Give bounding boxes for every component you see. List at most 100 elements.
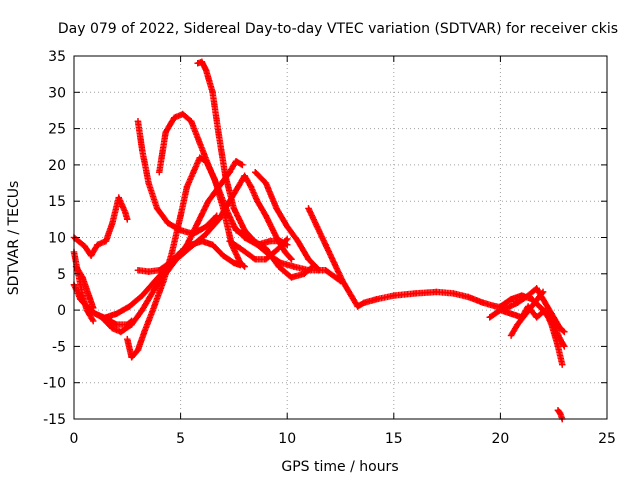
x-tick-label: 10	[278, 431, 296, 447]
data-point	[465, 293, 472, 301]
data-point	[284, 223, 291, 230]
data-point	[514, 321, 521, 328]
data-point	[177, 248, 184, 256]
data-point	[533, 285, 540, 292]
data-point	[124, 335, 131, 343]
data-point	[241, 172, 248, 179]
data-point	[109, 325, 116, 332]
data-point	[81, 243, 88, 250]
data-point	[213, 212, 221, 219]
data-point	[79, 274, 86, 281]
data-point	[234, 183, 242, 190]
data-point	[518, 292, 525, 299]
data-point	[241, 263, 248, 270]
data-point	[247, 183, 255, 190]
data-point	[190, 230, 197, 238]
data-point	[232, 158, 240, 165]
data-point	[190, 168, 197, 176]
data-point	[141, 328, 148, 336]
data-point	[202, 67, 210, 74]
data-point	[522, 310, 530, 317]
data-point	[151, 277, 159, 285]
x-tick-label: 25	[598, 431, 616, 447]
y-axis-title: SDTVAR / TECUs	[6, 181, 22, 296]
data-point	[177, 227, 184, 234]
data-point	[156, 266, 163, 274]
data-point	[205, 161, 212, 169]
data-point	[354, 303, 361, 310]
data-point	[222, 172, 229, 179]
data-point	[134, 346, 142, 354]
data-point	[188, 241, 195, 248]
data-point	[561, 328, 568, 336]
data-point	[230, 259, 238, 267]
data-point	[198, 58, 206, 66]
series-arc-15	[305, 205, 568, 336]
data-point	[507, 310, 515, 317]
data-point	[339, 277, 346, 285]
tick-labels: 0 5 10 15 20 25 -15 -10 -5 0 5 10 15 20 25 30 35	[43, 49, 616, 447]
data-point	[305, 205, 312, 212]
data-point	[262, 256, 270, 263]
x-tick-label: 15	[385, 431, 403, 447]
data-point	[196, 139, 203, 147]
data-point	[313, 223, 321, 230]
data-point	[188, 118, 195, 125]
data-point	[196, 154, 203, 161]
series-arc-14	[226, 235, 291, 263]
data-point	[237, 261, 244, 269]
data-point	[252, 256, 259, 263]
data-point	[209, 241, 216, 248]
x-tick-label: 5	[176, 431, 185, 447]
data-point	[139, 292, 146, 299]
data-point	[275, 245, 282, 252]
data-point	[239, 161, 246, 169]
y-tick-label: 15	[48, 194, 66, 210]
y-tick-label: 5	[57, 267, 66, 283]
data-point	[548, 321, 555, 328]
data-point	[102, 237, 110, 245]
data-point	[149, 306, 157, 314]
chart-title: Day 079 of 2022, Sidereal Day-to-day VTE…	[58, 21, 618, 37]
y-tick-label: 20	[48, 158, 66, 174]
data-point	[237, 245, 244, 252]
data-point	[322, 266, 329, 274]
data-point	[145, 268, 152, 275]
data-point	[151, 285, 159, 292]
data-point	[224, 208, 231, 216]
data-point	[486, 314, 493, 321]
data-point	[115, 194, 122, 201]
data-point	[139, 147, 146, 154]
data-point	[194, 219, 201, 227]
data-point	[262, 179, 270, 187]
data-point	[539, 288, 547, 296]
data-point	[254, 198, 261, 205]
data-point	[198, 237, 206, 245]
data-point	[450, 290, 457, 297]
data-point	[305, 266, 312, 274]
data-point	[294, 237, 302, 245]
data-point	[230, 223, 238, 230]
data-point	[433, 288, 440, 296]
data-point	[290, 263, 297, 270]
data-point	[164, 219, 172, 227]
data-point	[205, 198, 212, 205]
data-point	[556, 325, 564, 332]
data-point	[262, 212, 270, 219]
data-point	[277, 259, 285, 267]
data-point	[128, 354, 135, 361]
data-point	[183, 183, 191, 190]
data-point	[83, 303, 90, 310]
series-arc-12	[252, 168, 323, 274]
data-point	[113, 310, 120, 317]
data-point	[514, 299, 521, 307]
data-point	[202, 230, 210, 238]
data-point	[177, 212, 184, 219]
data-point	[128, 321, 135, 328]
y-tick-label: 30	[48, 85, 66, 101]
data-point	[117, 328, 125, 336]
data-point	[254, 241, 261, 248]
data-point	[266, 237, 274, 245]
data-point	[89, 317, 97, 325]
x-tick-label: 0	[70, 431, 79, 447]
